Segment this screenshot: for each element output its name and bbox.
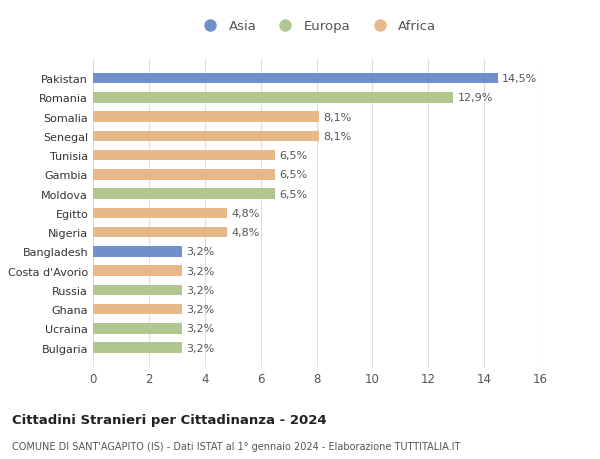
Bar [93, 93, 454, 103]
Text: 6,5%: 6,5% [279, 189, 307, 199]
Text: Cittadini Stranieri per Cittadinanza - 2024: Cittadini Stranieri per Cittadinanza - 2… [12, 413, 326, 426]
Text: COMUNE DI SANT'AGAPITO (IS) - Dati ISTAT al 1° gennaio 2024 - Elaborazione TUTTI: COMUNE DI SANT'AGAPITO (IS) - Dati ISTAT… [12, 441, 460, 451]
Text: 3,2%: 3,2% [187, 343, 215, 353]
Bar [93, 73, 498, 84]
Bar [93, 266, 182, 276]
Bar [93, 131, 319, 142]
Text: 6,5%: 6,5% [279, 151, 307, 161]
Text: 8,1%: 8,1% [323, 112, 352, 123]
Bar [93, 304, 182, 315]
Text: 12,9%: 12,9% [458, 93, 493, 103]
Bar [93, 170, 275, 180]
Bar [93, 112, 319, 123]
Bar [93, 189, 275, 200]
Bar [93, 324, 182, 334]
Bar [93, 227, 227, 238]
Legend: Asia, Europa, Africa: Asia, Europa, Africa [197, 20, 436, 33]
Text: 3,2%: 3,2% [187, 266, 215, 276]
Text: 4,8%: 4,8% [231, 228, 260, 238]
Text: 3,2%: 3,2% [187, 247, 215, 257]
Bar [93, 208, 227, 219]
Text: 6,5%: 6,5% [279, 170, 307, 180]
Bar [93, 246, 182, 257]
Text: 4,8%: 4,8% [231, 208, 260, 218]
Text: 3,2%: 3,2% [187, 304, 215, 314]
Text: 3,2%: 3,2% [187, 285, 215, 295]
Bar [93, 151, 275, 161]
Text: 8,1%: 8,1% [323, 132, 352, 141]
Bar [93, 285, 182, 296]
Bar [93, 343, 182, 353]
Text: 3,2%: 3,2% [187, 324, 215, 334]
Text: 14,5%: 14,5% [502, 74, 538, 84]
